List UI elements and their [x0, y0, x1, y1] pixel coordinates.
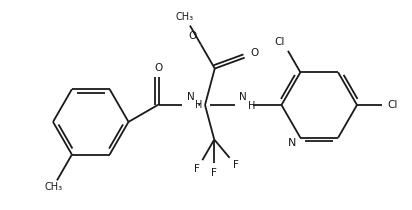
Text: O: O [154, 63, 163, 73]
Text: CH₃: CH₃ [45, 181, 63, 192]
Text: N: N [187, 92, 194, 102]
Text: CH₃: CH₃ [176, 12, 194, 22]
Text: N: N [239, 92, 247, 102]
Text: H: H [248, 101, 255, 111]
Text: F: F [233, 160, 239, 171]
Text: F: F [194, 164, 200, 174]
Text: O: O [189, 30, 197, 41]
Text: H: H [195, 101, 202, 110]
Text: O: O [250, 48, 259, 58]
Text: Cl: Cl [388, 100, 398, 110]
Text: N: N [288, 138, 297, 148]
Text: F: F [211, 168, 217, 178]
Text: Cl: Cl [275, 37, 285, 47]
